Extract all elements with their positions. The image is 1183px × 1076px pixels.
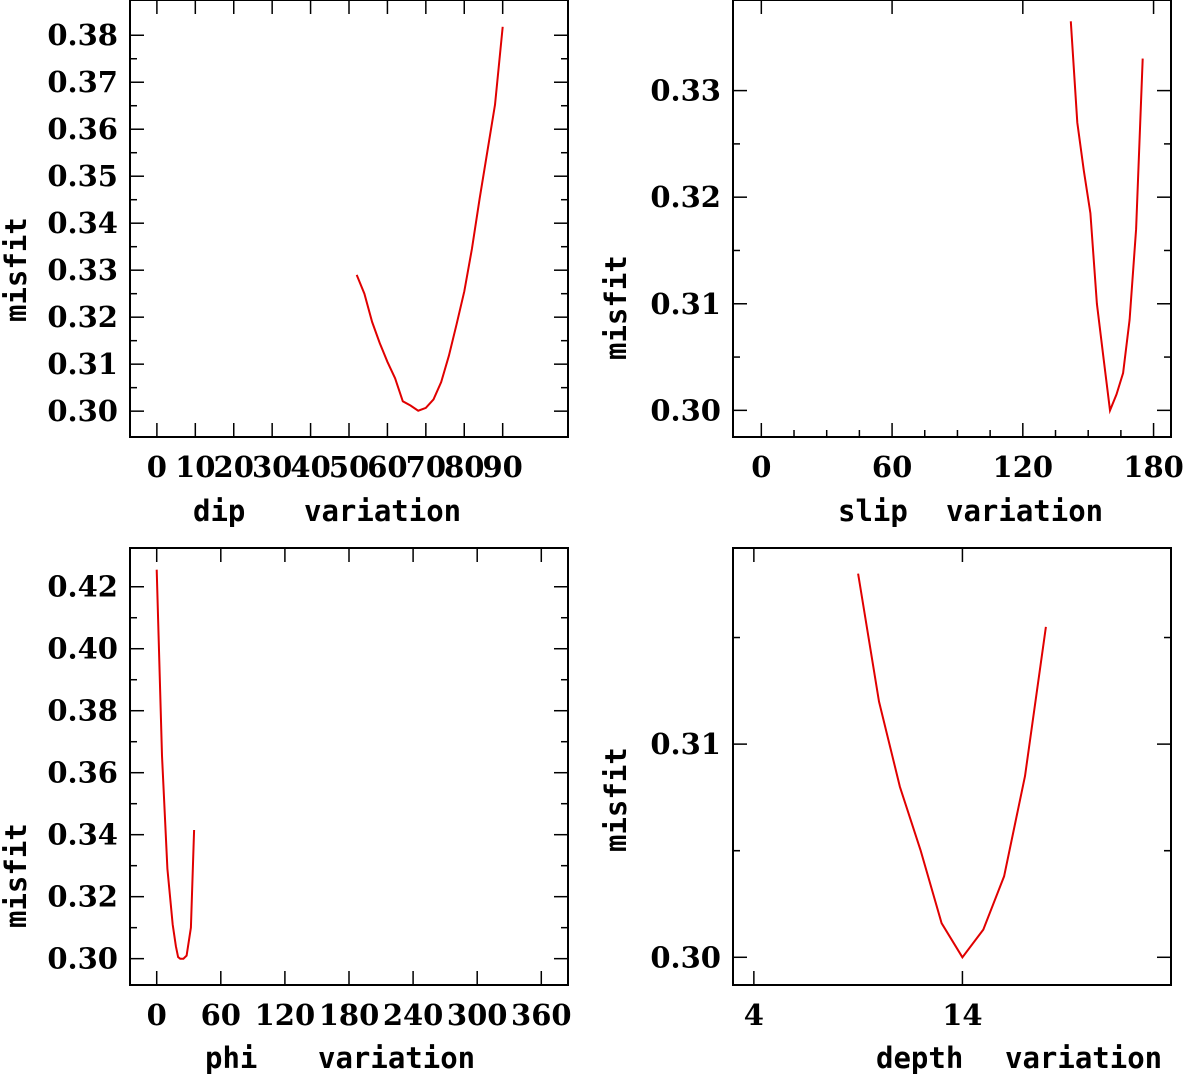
x-axis-label: phi [205,1041,257,1075]
misfit-curve-slip [1069,21,1144,415]
x-tick-label: 0 [751,450,771,484]
x-tick-label: 0 [147,450,167,484]
y-tick-label: 0.36 [47,756,118,790]
x-tick-label: 240 [383,998,444,1032]
y-tick-label: 0.34 [47,206,118,240]
plot-frame [129,0,569,438]
y-tick-label: 0.32 [650,180,721,214]
x-tick-label: 60 [367,450,407,484]
y-tick-label: 0.42 [47,570,118,604]
x-tick-label: 180 [1123,450,1183,484]
y-tick-label: 0.30 [650,393,721,427]
x-tick-label: 50 [329,450,369,484]
misfit-curve-phi [155,569,196,960]
y-tick-label: 0.36 [47,112,118,146]
y-tick-label: 0.32 [47,300,118,334]
y-tick-label: 0.30 [47,942,118,976]
y-axis-label: misfit [599,255,633,360]
misfit-curve-dip [355,26,504,412]
y-tick-label: 0.31 [650,727,721,761]
x-tick-label: 30 [252,450,292,484]
y-tick-label: 0.37 [47,65,118,99]
x-axis-label: slip [838,494,908,528]
y-tick-label: 0.31 [47,347,118,381]
y-tick-label: 0.33 [650,74,721,108]
plot-frame [732,0,1172,438]
x-tick-label: 40 [290,450,330,484]
y-tick-label: 0.40 [47,632,118,666]
y-tick-label: 0.34 [47,818,118,852]
x-tick-label: 80 [444,450,484,484]
x-tick-label: 10 [175,450,215,484]
y-tick-label: 0.32 [47,880,118,914]
x-tick-label: 0 [147,998,167,1032]
x-ticks: 4 14 [744,548,983,1032]
y-tick-label: 0.30 [650,940,721,974]
y-ticks: 0.30 0.31 0.32 0.33 [650,74,1171,427]
x-tick-label: 70 [406,450,446,484]
x-tick-label: 300 [447,998,508,1032]
y-tick-label: 0.31 [650,287,721,321]
y-axis-label: misfit [0,217,33,322]
y-axis-label: misfit [599,747,633,852]
x-ticks: 0 60 120 180 240 300 360 [147,548,572,1032]
x-tick-label: 60 [201,998,241,1032]
x-tick-label: 360 [511,998,572,1032]
y-ticks: 0.30 0.32 0.34 0.36 0.38 0.40 0.42 [47,570,568,976]
misfit-curve-depth [857,573,1047,960]
x-axis-label: dip [193,494,245,528]
x-tick-label: 120 [993,450,1054,484]
panel-depth: 4 14 0.30 0.31 misfit depth variation [599,547,1172,1075]
x-tick-label: 90 [483,450,523,484]
y-axis-label: misfit [0,823,33,928]
y-tick-label: 0.38 [47,18,118,52]
x-tick-label: 14 [942,998,982,1032]
x-tick-label: 60 [872,450,912,484]
y-ticks: 0.30 0.31 0.32 0.33 0.34 0.35 0.36 0.37 0.38 [47,18,568,428]
x-axis-label: depth [876,1041,963,1075]
x-tick-label: 180 [319,998,380,1032]
y-tick-label: 0.35 [47,159,118,193]
x-ticks: 0 60 120 180 [751,0,1183,484]
x-axis-label-suffix: variation [1005,1041,1162,1075]
plot-frame [129,547,569,986]
panel-phi: 0 60 120 180 240 300 360 0.300.320.340.360.380… [0,547,572,1075]
x-tick-label: 20 [214,450,254,484]
x-axis-label-suffix: variation [304,494,461,528]
minor-x-ticks [793,430,1122,437]
y-ticks: 0.30 0.31 [650,636,1171,974]
y-tick-label: 0.38 [47,694,118,728]
x-axis-label-suffix: variation [946,494,1103,528]
panel-slip: 0 60 120 180 0.30 0.31 0.32 0.33 misfit slip v… [599,0,1183,528]
x-tick-label: 4 [744,998,764,1032]
plot-frame [732,547,1172,986]
y-tick-label: 0.33 [47,253,118,287]
y-tick-label: 0.30 [47,394,118,428]
x-axis-label-suffix: variation [318,1041,475,1075]
x-tick-label: 120 [255,998,316,1032]
